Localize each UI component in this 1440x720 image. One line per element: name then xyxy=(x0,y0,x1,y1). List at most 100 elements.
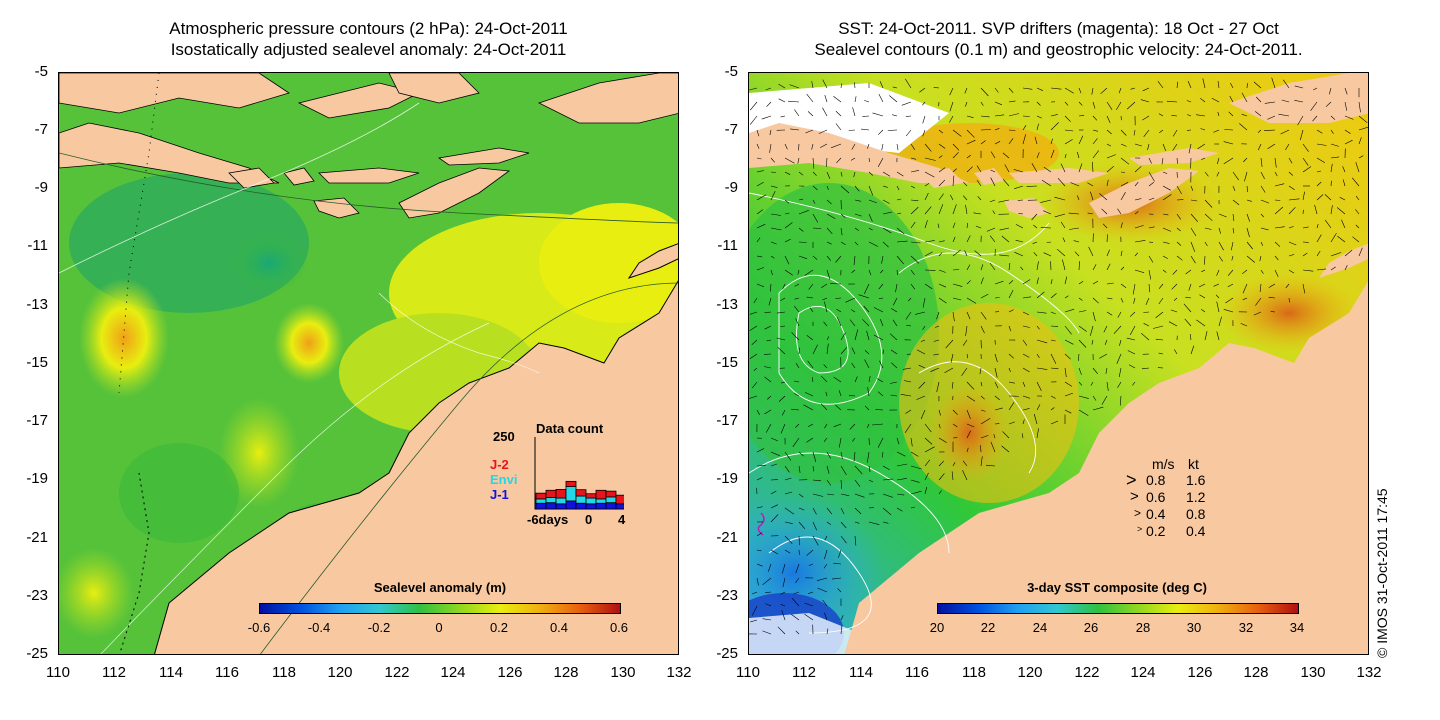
left-xtick: 122 xyxy=(384,664,410,681)
velocity-vector xyxy=(1288,254,1295,257)
velocity-vector xyxy=(854,465,863,475)
velocity-vector xyxy=(910,185,916,189)
velocity-vector xyxy=(1344,129,1351,134)
velocity-vector xyxy=(868,241,879,247)
velocity-vector xyxy=(1355,224,1360,229)
velocity-vector xyxy=(1158,283,1164,289)
velocity-vector xyxy=(1134,269,1145,273)
velocity-vector xyxy=(924,472,929,481)
right-ytick: -5 xyxy=(724,63,738,80)
velocity-vector xyxy=(770,451,780,456)
left-xtick: 116 xyxy=(215,664,239,681)
velocity-vector xyxy=(804,269,814,276)
left-title-line1: Atmospheric pressure contours (2 hPa): 2… xyxy=(169,19,568,38)
velocity-vector xyxy=(807,423,814,428)
velocity-vector xyxy=(784,507,795,515)
velocity-vector xyxy=(1145,297,1150,306)
velocity-vector xyxy=(795,577,800,583)
velocity-legend-ms: 0.2 xyxy=(1146,523,1166,539)
velocity-vector xyxy=(896,143,899,151)
velocity-vector xyxy=(1231,255,1234,261)
velocity-vector xyxy=(1302,252,1308,257)
velocity-vector xyxy=(1204,213,1213,221)
velocity-vector xyxy=(1213,283,1220,287)
velocity-vector xyxy=(835,123,842,131)
velocity-vector xyxy=(892,86,898,89)
velocity-vector xyxy=(1100,87,1108,95)
velocity-vector xyxy=(824,612,828,621)
left-ctick: 0.6 xyxy=(609,620,629,635)
velocity-vector xyxy=(840,332,846,341)
velocity-vector xyxy=(1148,269,1152,280)
velocity-vector xyxy=(858,294,870,299)
velocity-vector xyxy=(1358,155,1364,159)
velocity-vector xyxy=(1036,152,1040,159)
velocity-vector xyxy=(924,437,933,445)
velocity-vector xyxy=(1090,325,1094,336)
velocity-legend-kt: 1.6 xyxy=(1186,472,1206,488)
velocity-vector xyxy=(896,171,904,177)
velocity-vector xyxy=(910,199,919,202)
velocity-vector xyxy=(766,101,772,107)
velocity-vector xyxy=(1274,183,1285,187)
velocity-vector xyxy=(938,179,946,187)
velocity-vector xyxy=(852,437,856,442)
velocity-vector xyxy=(826,479,832,486)
right-xtick: 118 xyxy=(962,664,986,681)
velocity-vector xyxy=(826,343,829,355)
velocity-vector xyxy=(798,210,809,215)
velocity-vector xyxy=(798,171,804,176)
left-ctick: 0.2 xyxy=(489,620,509,635)
velocity-vector xyxy=(1302,283,1306,294)
velocity-vector xyxy=(910,269,915,275)
velocity-vector xyxy=(977,196,982,201)
velocity-vector xyxy=(966,139,976,145)
velocity-vector xyxy=(980,395,985,400)
velocity-vector xyxy=(1158,297,1164,305)
velocity-vector xyxy=(1142,87,1150,92)
velocity-vector xyxy=(994,297,1000,299)
velocity-vector xyxy=(1218,316,1222,327)
velocity-vector xyxy=(868,375,871,383)
right-xtick: 124 xyxy=(1130,664,1156,681)
velocity-vector xyxy=(1105,367,1108,374)
velocity-vector xyxy=(924,423,932,433)
velocity-vector xyxy=(794,297,800,300)
velocity-vector xyxy=(901,101,912,106)
velocity-vector xyxy=(936,311,940,320)
right-xtick: 110 xyxy=(736,664,760,681)
velocity-vector xyxy=(1036,353,1040,358)
velocity-vector xyxy=(924,171,935,178)
velocity-vector xyxy=(952,283,963,287)
left-ctick: -0.2 xyxy=(367,620,391,635)
velocity-vector xyxy=(922,325,926,330)
velocity-vector xyxy=(895,283,898,293)
velocity-vector xyxy=(826,213,836,219)
velocity-vector xyxy=(1204,171,1209,177)
velocity-vector xyxy=(1285,283,1290,289)
left-xtick: 128 xyxy=(553,664,579,681)
velocity-vector xyxy=(1020,266,1024,271)
velocity-vector xyxy=(896,269,898,276)
velocity-vector xyxy=(811,143,814,150)
velocity-legend-ms: 0.6 xyxy=(1146,489,1166,505)
velocity-vector xyxy=(880,269,884,274)
velocity-legend-ms: 0.8 xyxy=(1146,472,1166,488)
velocity-vector xyxy=(812,479,822,482)
velocity-vector xyxy=(1106,282,1114,285)
velocity-vector xyxy=(1294,100,1304,103)
velocity-vector xyxy=(791,408,800,411)
velocity-vector xyxy=(840,347,848,355)
velocity-vector xyxy=(952,409,958,415)
velocity-vector xyxy=(1217,157,1220,165)
velocity-vector xyxy=(826,227,833,235)
right-xtick: 128 xyxy=(1243,664,1269,681)
velocity-vector xyxy=(835,110,842,117)
velocity-vector xyxy=(749,325,758,331)
velocity-vector xyxy=(1134,181,1139,187)
velocity-vector xyxy=(994,353,998,363)
velocity-vector xyxy=(910,221,916,229)
velocity-vector xyxy=(919,87,926,93)
velocity-vector xyxy=(1092,129,1098,132)
velocity-vector xyxy=(1313,87,1318,91)
